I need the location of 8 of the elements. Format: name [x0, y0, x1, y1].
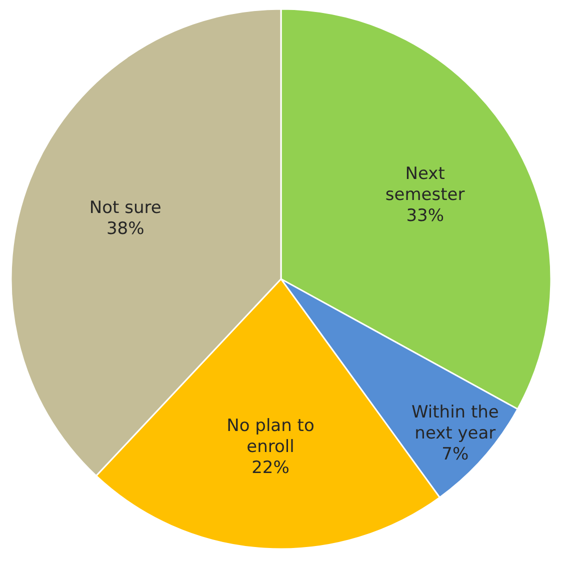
data-label: 33%	[406, 206, 444, 226]
data-label: 38%	[106, 218, 144, 239]
data-label: 7%	[442, 444, 469, 465]
slice-label: No plan to enroll	[226, 416, 314, 458]
slice-label: Not sure	[89, 198, 162, 218]
slice-label: Next semester	[385, 164, 465, 205]
slice-label: Within the next year	[411, 402, 499, 444]
data-label: 22%	[252, 458, 290, 478]
